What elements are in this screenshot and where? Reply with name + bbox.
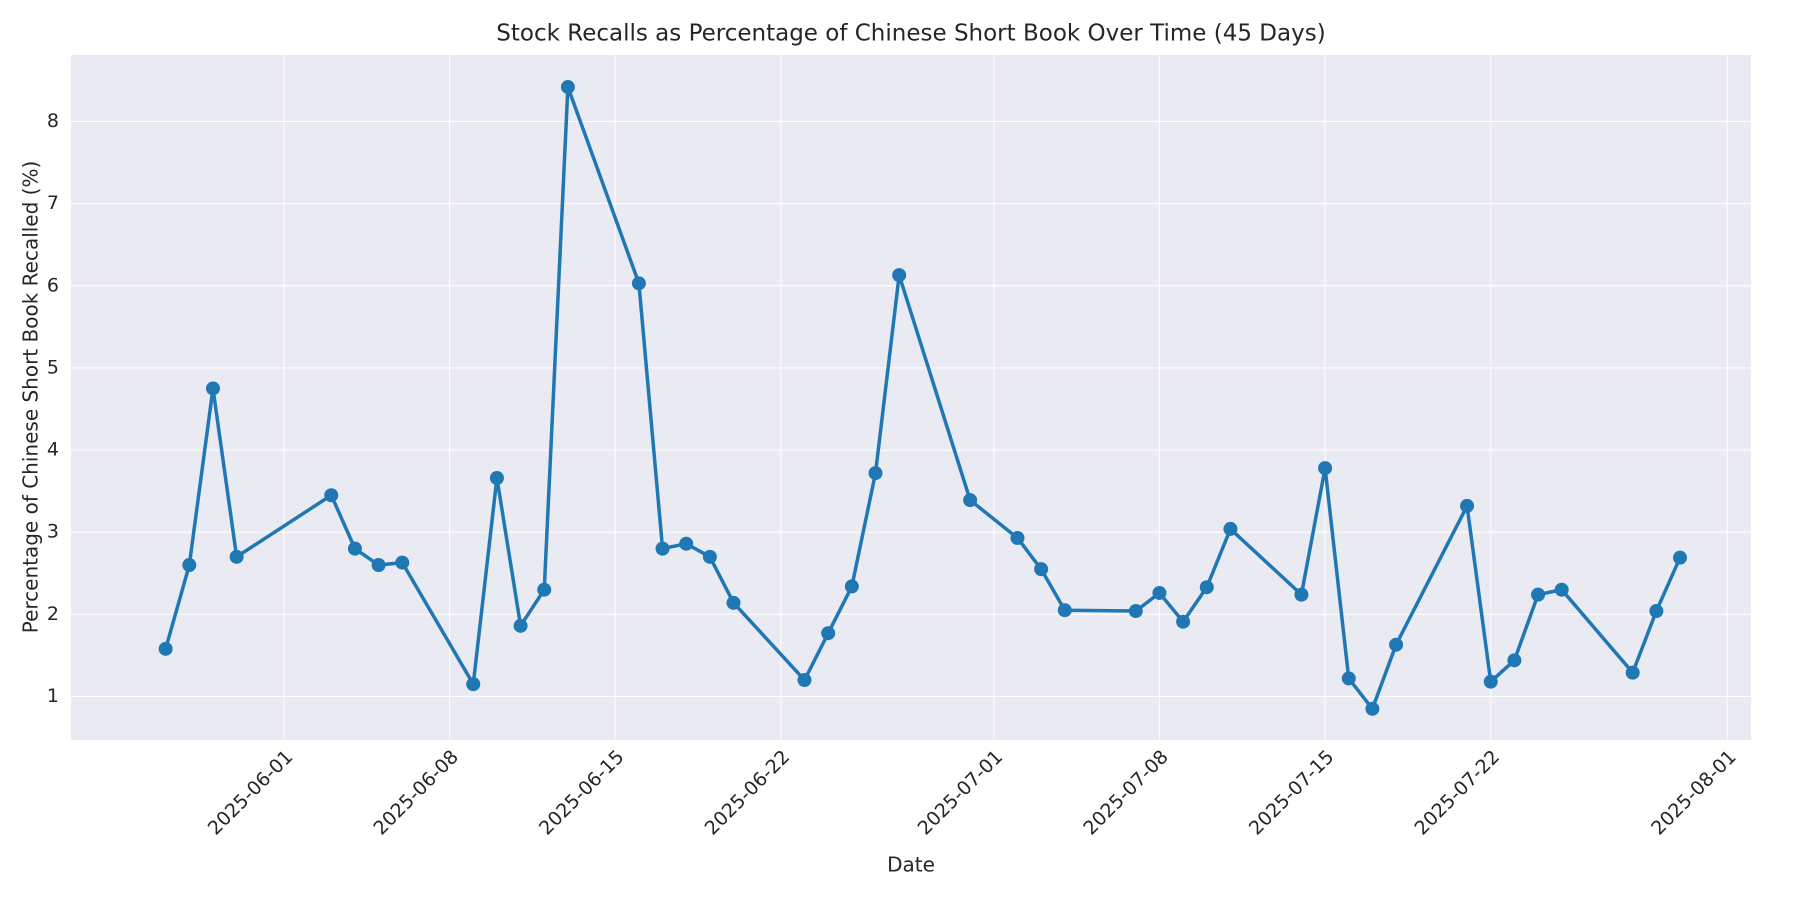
data-point — [821, 626, 836, 641]
data-point — [1176, 614, 1191, 629]
data-point — [963, 493, 978, 508]
data-point — [1128, 604, 1143, 619]
data-point — [1341, 671, 1356, 686]
data-point — [1199, 580, 1214, 595]
x-tick-label: 2025-06-22 — [701, 746, 795, 840]
data-point — [1460, 498, 1475, 513]
data-point — [1318, 461, 1333, 476]
x-tick-label: 2025-07-22 — [1411, 746, 1505, 840]
chart-title: Stock Recalls as Percentage of Chinese S… — [496, 21, 1325, 47]
data-point — [1554, 582, 1569, 597]
y-tick-label: 3 — [47, 521, 59, 543]
x-tick-label: 2025-07-08 — [1079, 746, 1173, 840]
data-point — [158, 641, 173, 656]
data-point — [489, 470, 504, 485]
y-tick-label: 4 — [47, 439, 59, 461]
data-point — [844, 579, 859, 594]
data-point — [513, 618, 528, 633]
x-tick-label: 2025-06-01 — [204, 746, 298, 840]
data-point — [1483, 674, 1498, 689]
x-tick-label: 2025-07-01 — [914, 746, 1008, 840]
data-point — [466, 677, 481, 692]
plot-background — [71, 55, 1751, 740]
y-tick-label: 6 — [47, 274, 59, 296]
y-tick-label: 5 — [47, 356, 59, 378]
y-axis-label: Percentage of Chinese Short Book Recalle… — [19, 161, 43, 634]
data-point — [347, 541, 362, 556]
data-point — [324, 488, 339, 503]
data-point — [1507, 653, 1522, 668]
x-tick-label: 2025-08-01 — [1647, 746, 1741, 840]
data-point — [1294, 587, 1309, 602]
data-point — [726, 595, 741, 610]
data-point — [679, 536, 694, 551]
data-point — [702, 549, 717, 564]
data-point — [1152, 585, 1167, 600]
data-point — [1057, 603, 1072, 618]
data-point — [395, 555, 410, 570]
data-point — [1365, 701, 1380, 716]
data-point — [655, 541, 670, 556]
data-point — [1673, 550, 1688, 565]
x-tick-label: 2025-06-15 — [535, 746, 629, 840]
data-point — [1531, 587, 1546, 602]
y-tick-label: 1 — [47, 685, 59, 707]
data-point — [229, 549, 244, 564]
data-point — [892, 268, 907, 283]
x-axis-label: Date — [887, 853, 935, 877]
data-point — [1010, 530, 1025, 545]
data-point — [182, 558, 197, 573]
y-tick-label: 2 — [47, 603, 59, 625]
data-point — [205, 381, 220, 396]
data-point — [1389, 637, 1404, 652]
data-point — [797, 673, 812, 688]
y-tick-label: 7 — [47, 192, 59, 214]
data-point — [371, 558, 386, 573]
data-point — [1034, 562, 1049, 577]
x-tick-label: 2025-07-15 — [1245, 746, 1339, 840]
x-tick-label: 2025-06-08 — [369, 746, 463, 840]
data-point — [631, 276, 646, 291]
data-point — [1223, 521, 1238, 536]
data-point — [537, 582, 552, 597]
data-point — [868, 466, 883, 481]
data-point — [1649, 604, 1664, 619]
data-point — [1625, 665, 1640, 680]
y-tick-label: 8 — [47, 110, 59, 132]
data-point — [560, 80, 575, 95]
